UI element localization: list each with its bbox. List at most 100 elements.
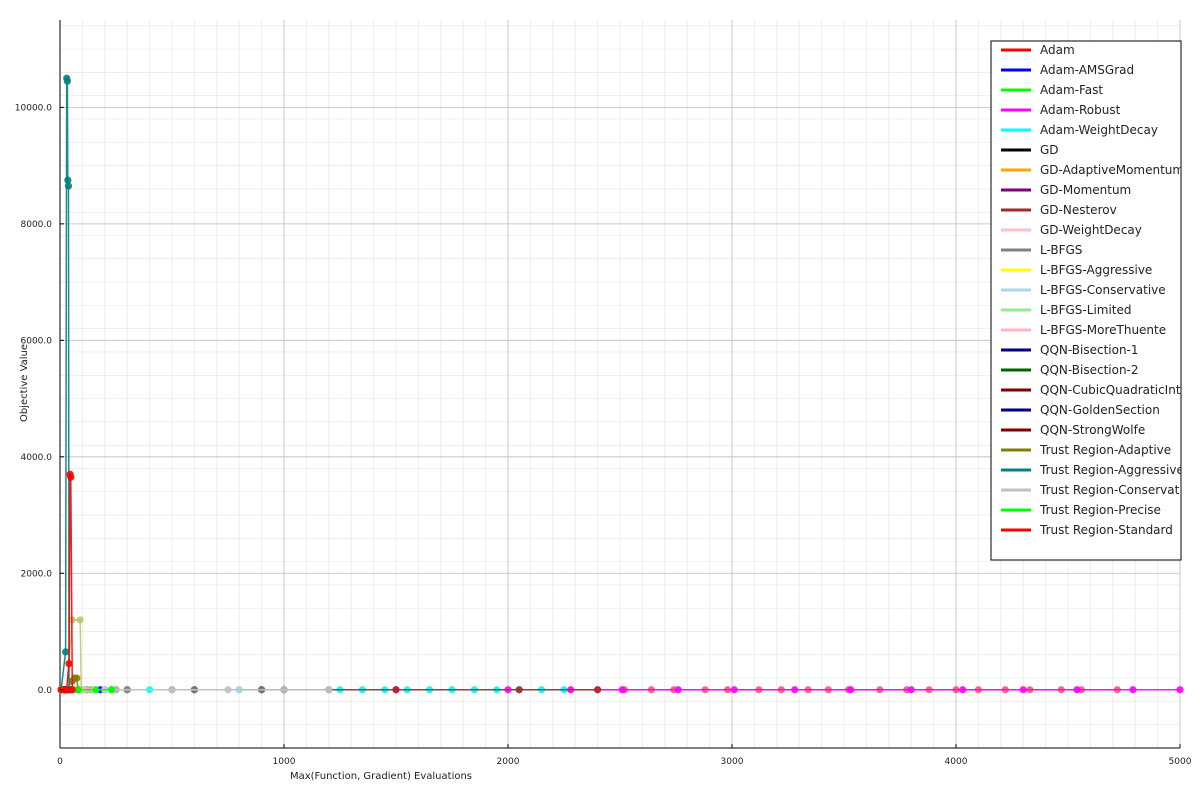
- legend-item-trust-region-adaptive: Trust Region-Adaptive: [1001, 443, 1171, 457]
- legend-label: QQN-StrongWolfe: [1040, 423, 1145, 437]
- legend-item-gd-momentum: GD-Momentum: [1001, 183, 1131, 197]
- series-trust-region-conservative-point: [280, 686, 288, 694]
- legend-item-gd-adaptivemomentum: GD-AdaptiveMomentum: [1001, 163, 1184, 177]
- legend-label: Adam-WeightDecay: [1040, 123, 1158, 137]
- series-trust-region-standard-point: [67, 473, 75, 481]
- series-gd-nesterov-point: [392, 686, 400, 694]
- legend-label: GD: [1040, 143, 1059, 157]
- series-trust-region-aggressive-point: [63, 77, 71, 85]
- series-adam-robust-point: [791, 686, 799, 694]
- legend-label: L-BFGS-Aggressive: [1040, 263, 1152, 277]
- legend-label: QQN-CubicQuadraticInterpolation: [1040, 383, 1200, 397]
- legend-item-adam-weightdecay: Adam-WeightDecay: [1001, 123, 1158, 137]
- legend-label: QQN-Bisection-1: [1040, 343, 1139, 357]
- legend-item-qqn-bisection-2: QQN-Bisection-2: [1001, 363, 1139, 377]
- x-tick-label: 1000: [273, 757, 296, 767]
- legend-label: L-BFGS-Limited: [1040, 303, 1132, 317]
- y-tick-label: 2000.0: [21, 569, 53, 579]
- y-tick-label: 4000.0: [21, 453, 53, 463]
- legend-item-qqn-cubicquadraticinterpolation: QQN-CubicQuadraticInterpolation: [1001, 383, 1200, 397]
- legend-label: QQN-Bisection-2: [1040, 363, 1139, 377]
- series-trust-region-precise-point: [92, 686, 100, 694]
- legend-item-gd-nesterov: GD-Nesterov: [1001, 203, 1117, 217]
- x-tick-label: 4000: [945, 757, 968, 767]
- y-axis-label: Objective Value: [19, 344, 30, 422]
- legend-items: Adam Adam-AMSGrad Adam-Fast Adam-Robust Adam…: [1001, 43, 1200, 537]
- legend-label: Trust Region-Aggressive: [1039, 463, 1184, 477]
- legend-label: Trust Region-Adaptive: [1039, 443, 1171, 457]
- legend-label: Adam: [1040, 43, 1075, 57]
- legend-item-l-bfgs-limited: L-BFGS-Limited: [1001, 303, 1132, 317]
- series-adam-robust-point: [959, 686, 967, 694]
- series-adam-robust-point: [847, 686, 855, 694]
- legend-item-qqn-goldensection: QQN-GoldenSection: [1001, 403, 1160, 417]
- series-trust-region-aggressive-line: [60, 78, 70, 690]
- legend-label: GD-Nesterov: [1040, 203, 1117, 217]
- legend-item-adam: Adam: [1001, 43, 1075, 57]
- legend-item-trust-region-aggressive: Trust Region-Aggressive: [1001, 463, 1184, 477]
- legend-label: Adam-AMSGrad: [1040, 63, 1134, 77]
- legend-label: Trust Region-Precise: [1039, 503, 1161, 517]
- series-layer: [57, 74, 1184, 694]
- series-trust-region-conservative-point: [325, 686, 333, 694]
- legend-item-adam-robust: Adam-Robust: [1001, 103, 1121, 117]
- axes: [59, 20, 1180, 749]
- series-trust-region-aggressive-point: [62, 648, 70, 656]
- series-trust-region-conservative-point: [224, 686, 232, 694]
- legend-item-qqn-bisection-1: QQN-Bisection-1: [1001, 343, 1139, 357]
- legend-label: GD-Momentum: [1040, 183, 1131, 197]
- series-trust-region-aggressive-point: [64, 182, 73, 190]
- series-adam-robust-point: [730, 686, 738, 694]
- y-tick-label: 10000.0: [15, 103, 52, 113]
- legend-label: Trust Region-Standard: [1039, 523, 1173, 537]
- series-trust-region-conservative-point: [168, 686, 176, 694]
- x-tick-label: 3000: [721, 757, 744, 767]
- legend-label: L-BFGS-MoreThuente: [1040, 323, 1166, 337]
- series-adam-robust-point: [1176, 686, 1184, 694]
- series-trust-region-standard-line: [61, 474, 74, 691]
- x-tick-label: 5000: [1169, 757, 1192, 767]
- series-trust-region-precise-point: [74, 686, 82, 694]
- legend-item-l-bfgs-conservative: L-BFGS-Conservative: [1001, 283, 1166, 297]
- x-tick-label: 2000: [497, 757, 520, 767]
- series-trust-region-adaptive-point: [73, 674, 81, 682]
- legend-item-trust-region-conservative: Trust Region-Conservative: [1001, 483, 1197, 497]
- legend-item-gd: GD: [1001, 143, 1059, 157]
- legend-label: GD-AdaptiveMomentum: [1040, 163, 1184, 177]
- legend-label: Adam-Fast: [1040, 83, 1103, 97]
- legend-label: L-BFGS: [1040, 243, 1082, 257]
- series-adam-robust-point: [1019, 686, 1027, 694]
- y-tick-label: 0.0: [38, 686, 53, 696]
- series-trust-region-standard-point: [68, 686, 76, 694]
- legend-box: [990, 40, 1182, 561]
- series-trust-region-standard-point: [63, 686, 71, 694]
- series-adam-robust-point: [618, 686, 626, 694]
- y-tick-label: 8000.0: [21, 220, 53, 230]
- legend-item-adam-amsgrad: Adam-AMSGrad: [1001, 63, 1134, 77]
- legend-item-gd-weightdecay: GD-WeightDecay: [1001, 223, 1142, 237]
- legend-label: GD-WeightDecay: [1040, 223, 1142, 237]
- series-adam-robust-point: [674, 686, 682, 694]
- legend-label: Adam-Robust: [1040, 103, 1121, 117]
- legend-label: QQN-GoldenSection: [1040, 403, 1160, 417]
- y-tick-label: 6000.0: [21, 336, 53, 346]
- legend-item-qqn-strongwolfe: QQN-StrongWolfe: [1001, 423, 1145, 437]
- series-trust-region-aggressive-point: [64, 176, 72, 184]
- series-adam-robust-point: [1129, 686, 1137, 694]
- legend: Adam Adam-AMSGrad Adam-Fast Adam-Robust Adam…: [990, 40, 1200, 561]
- series-trust-region-precise-point: [107, 686, 116, 694]
- legend-item-l-bfgs: L-BFGS: [1001, 243, 1082, 257]
- legend-item-adam-fast: Adam-Fast: [1001, 83, 1103, 97]
- x-axis-label: Max(Function, Gradient) Evaluations: [290, 771, 472, 782]
- legend-item-trust-region-standard: Trust Region-Standard: [1001, 523, 1173, 537]
- series-trust-region-standard-point: [65, 659, 73, 668]
- legend-item-trust-region-precise: Trust Region-Precise: [1001, 503, 1161, 517]
- series-adam-robust-point: [907, 686, 915, 694]
- legend-item-l-bfgs-aggressive: L-BFGS-Aggressive: [1001, 263, 1152, 277]
- series-gd-nesterov-point: [594, 686, 602, 694]
- legend-label: Trust Region-Conservative: [1039, 483, 1197, 497]
- legend-label: L-BFGS-Conservative: [1040, 283, 1166, 297]
- tick-labels: 0 1000 2000 3000 4000 5000 0.0 2000.0 4000.0 6000…: [15, 103, 1192, 767]
